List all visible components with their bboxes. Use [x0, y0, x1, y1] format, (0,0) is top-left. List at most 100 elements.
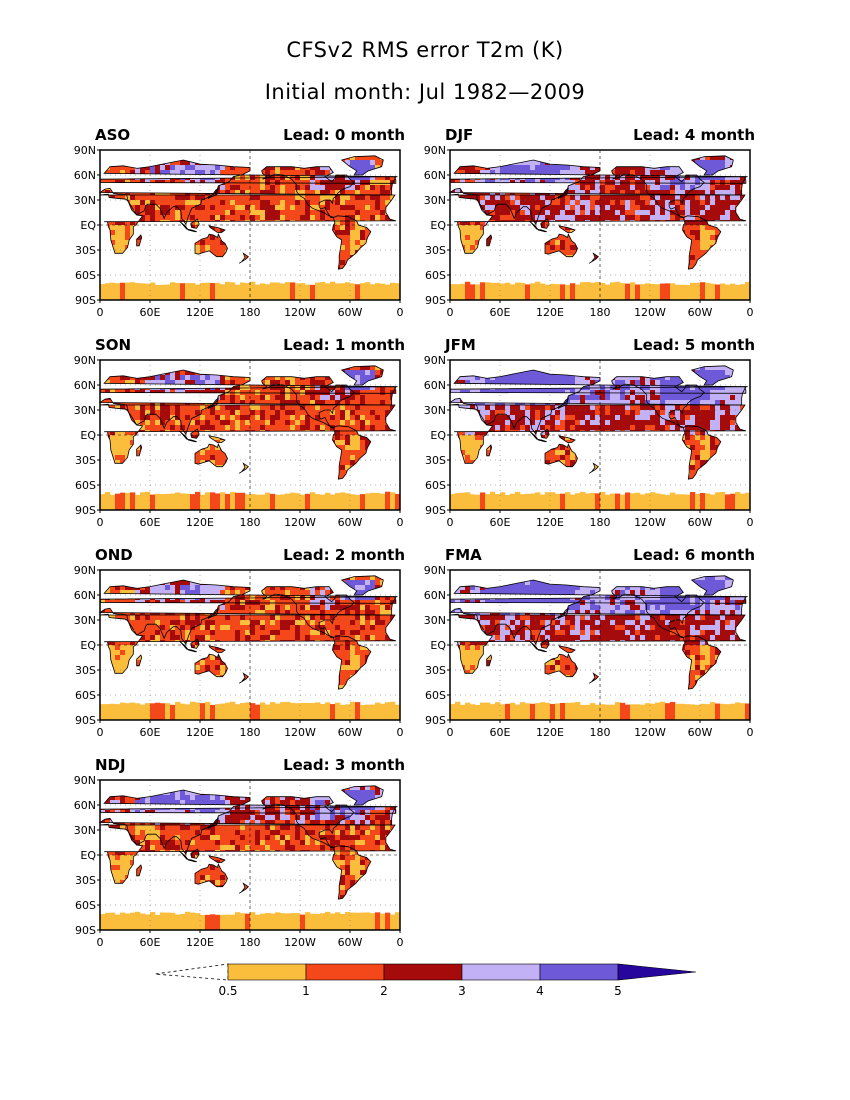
lon-tick-label: 120W [634, 306, 666, 319]
lon-tick-label: 180 [590, 516, 611, 529]
lon-tick-label: 0 [447, 516, 454, 529]
lat-tick-label: 90N [74, 564, 96, 577]
colorbar-tick-label: 1 [302, 984, 310, 998]
lat-tick-label: 60N [424, 589, 446, 602]
lon-tick-label: 0 [447, 306, 454, 319]
lon-tick-label: 60E [140, 726, 161, 739]
season-label: FMA [445, 546, 482, 564]
lat-tick-label: 90N [74, 354, 96, 367]
lon-tick-label: 0 [97, 516, 104, 529]
colorbar-segment [383, 963, 463, 981]
season-label: JFM [445, 336, 476, 354]
lat-tick-label: EQ [430, 429, 446, 442]
lat-tick-label: 30N [424, 614, 446, 627]
lat-tick-label: 30N [74, 614, 96, 627]
lon-tick-label: 0 [397, 936, 404, 949]
colorbar-segment [227, 963, 307, 981]
lat-tick-label: 90S [75, 924, 96, 937]
lat-tick-label: 30S [425, 244, 446, 257]
lon-tick-label: 120E [186, 306, 214, 319]
lat-tick-label: 30S [425, 664, 446, 677]
lat-tick-label: 30S [425, 454, 446, 467]
lat-tick-label: 30N [424, 194, 446, 207]
lat-tick-label: 30S [75, 244, 96, 257]
lon-tick-label: 0 [397, 306, 404, 319]
lead-label: Lead: 2 month [283, 546, 405, 564]
season-label: NDJ [95, 756, 126, 774]
map-panel: 90N 60N 30N EQ 30S 60S 90S 0 60E 120E 180 120W 60W 0 N… [74, 756, 405, 951]
lat-tick-label: EQ [80, 429, 96, 442]
lat-tick-label: EQ [80, 639, 96, 652]
lat-tick-label: 90N [74, 144, 96, 157]
lat-tick-label: 60N [424, 379, 446, 392]
season-label: ASO [95, 126, 131, 144]
lat-tick-label: 60S [75, 479, 96, 492]
lead-label: Lead: 1 month [283, 336, 405, 354]
lat-tick-label: 60N [424, 169, 446, 182]
lon-tick-label: 60E [140, 306, 161, 319]
season-label: SON [95, 336, 132, 354]
lon-tick-label: 60W [688, 306, 713, 319]
lon-tick-label: 0 [97, 936, 104, 949]
map-panel: 90N 60N 30N EQ 30S 60S 90S 0 60E 120E 180 120W 60W 0 D… [424, 126, 755, 321]
lat-tick-label: 60S [75, 269, 96, 282]
lat-tick-label: 60S [425, 479, 446, 492]
lat-tick-label: 30S [75, 874, 96, 887]
figure-subtitle: Initial month: Jul 1982—2009 [264, 80, 586, 104]
lat-tick-label: 30N [424, 404, 446, 417]
lon-tick-label: 180 [240, 516, 261, 529]
colorbar-upper-arrow [617, 963, 697, 981]
lat-tick-label: 60N [74, 799, 96, 812]
lon-tick-label: 180 [240, 306, 261, 319]
lat-tick-label: 90N [424, 354, 446, 367]
lat-tick-label: 90S [75, 504, 96, 517]
lon-tick-label: 120W [284, 936, 316, 949]
lon-tick-label: 0 [747, 516, 754, 529]
lon-tick-label: 120E [186, 726, 214, 739]
lead-label: Lead: 3 month [283, 756, 405, 774]
lon-tick-label: 120E [536, 726, 564, 739]
lat-tick-label: 30S [75, 454, 96, 467]
colorbar-tick-label: 0.5 [218, 984, 237, 998]
lat-tick-label: EQ [430, 219, 446, 232]
colorbar-tick-label: 2 [380, 984, 388, 998]
lead-label: Lead: 0 month [283, 126, 405, 144]
lon-tick-label: 0 [397, 516, 404, 529]
lon-tick-label: 120E [536, 516, 564, 529]
lon-tick-label: 120E [536, 306, 564, 319]
lon-tick-label: 0 [97, 726, 104, 739]
lon-tick-label: 60W [338, 306, 363, 319]
lon-tick-label: 180 [240, 936, 261, 949]
lat-tick-label: 60S [425, 689, 446, 702]
lat-tick-label: EQ [80, 219, 96, 232]
lat-tick-label: 90S [425, 294, 446, 307]
lon-tick-label: 0 [397, 726, 404, 739]
lon-tick-label: 60E [140, 516, 161, 529]
lat-tick-label: 60N [74, 379, 96, 392]
map-panel: 90N 60N 30N EQ 30S 60S 90S 0 60E 120E 180 120W 60W 0 O… [74, 546, 405, 741]
lat-tick-label: 30S [75, 664, 96, 677]
lat-tick-label: EQ [430, 639, 446, 652]
lat-tick-label: 60S [75, 689, 96, 702]
map-panel: 90N 60N 30N EQ 30S 60S 90S 0 60E 120E 180 120W 60W 0 F… [424, 546, 755, 741]
lon-tick-label: 60E [140, 936, 161, 949]
lon-tick-label: 60W [338, 516, 363, 529]
lon-tick-label: 60E [490, 306, 511, 319]
lat-tick-label: 60S [425, 269, 446, 282]
lon-tick-label: 120W [634, 516, 666, 529]
lat-tick-label: 90N [74, 774, 96, 787]
lat-tick-label: 30N [74, 194, 96, 207]
lat-tick-label: 90S [75, 294, 96, 307]
lon-tick-label: 0 [747, 726, 754, 739]
lon-tick-label: 60W [338, 936, 363, 949]
colorbar-segment [305, 963, 385, 981]
lat-tick-label: 60S [75, 899, 96, 912]
lat-tick-label: 60N [74, 589, 96, 602]
lon-tick-label: 60W [338, 726, 363, 739]
lon-tick-label: 60E [490, 726, 511, 739]
